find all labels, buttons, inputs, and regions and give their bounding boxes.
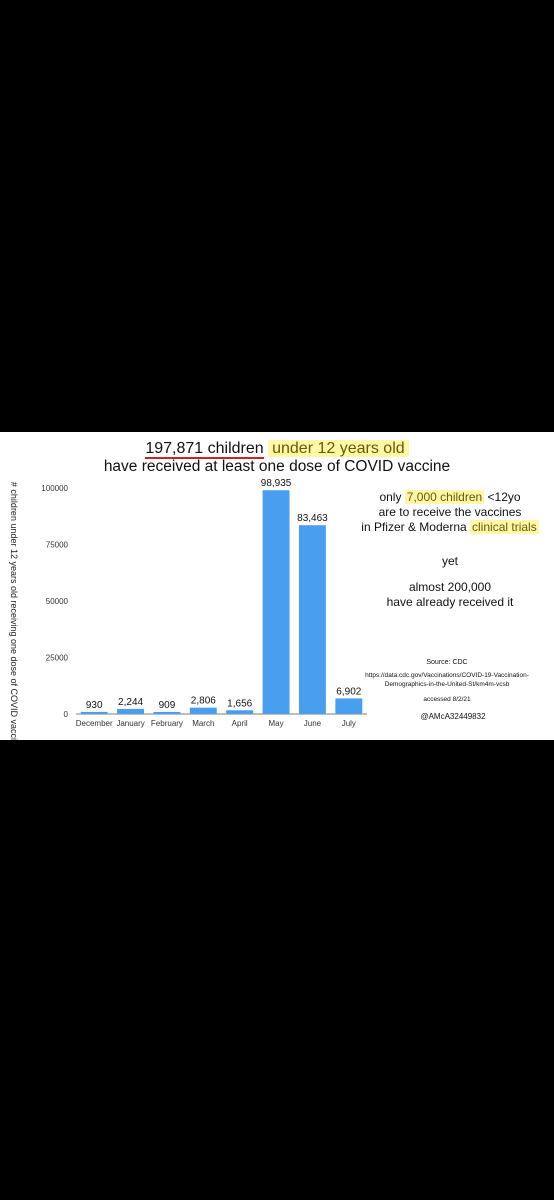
trial-note: only 7,000 children <12yo are to receive… bbox=[352, 490, 548, 535]
note-line2: are to receive the vaccines bbox=[378, 505, 522, 519]
x-tick-label-june: June bbox=[304, 719, 322, 728]
received-line1: almost 200,000 bbox=[408, 580, 492, 594]
y-tick-label: 25000 bbox=[46, 653, 69, 662]
bar-january bbox=[117, 708, 145, 714]
bar-june bbox=[298, 525, 326, 714]
bar-march bbox=[189, 707, 217, 714]
data-label-january: 2,244 bbox=[118, 697, 143, 708]
x-tick-label-may: May bbox=[269, 719, 284, 728]
x-tick-label-december: December bbox=[76, 719, 113, 728]
note-only: only bbox=[379, 490, 402, 504]
received-line2: have already received it bbox=[386, 595, 514, 609]
data-label-march: 2,806 bbox=[191, 696, 216, 707]
y-tick-label: 0 bbox=[64, 710, 69, 719]
bar-chart: 0 25000 50000 75000 100000 930 2,244 909 2,806 1… bbox=[41, 478, 367, 728]
data-label-june: 83,463 bbox=[297, 513, 328, 524]
bar-december bbox=[80, 711, 108, 714]
x-tick-label-april: April bbox=[232, 719, 248, 728]
x-tick-label-january: January bbox=[116, 719, 144, 728]
x-tick-label-march: March bbox=[192, 719, 214, 728]
bar-may bbox=[262, 490, 290, 714]
note-yet: yet bbox=[441, 554, 458, 568]
chart-title-line2: have received at least one dose of COVID… bbox=[103, 458, 451, 475]
data-labels: 930 2,244 909 2,806 1,656 98,935 83,463 6,902 bbox=[86, 478, 362, 711]
accessed-date: accessed 8/2/21 bbox=[423, 696, 471, 703]
note-clinical-trials: clinical trials bbox=[470, 520, 539, 534]
y-tick-label: 75000 bbox=[46, 540, 69, 549]
data-label-february: 909 bbox=[159, 700, 176, 711]
data-label-may: 98,935 bbox=[261, 478, 292, 489]
bar-july bbox=[335, 698, 363, 714]
y-axis-label: # children under 12 years old receiving … bbox=[9, 481, 19, 740]
note-trial-count: 7,000 children bbox=[404, 490, 485, 504]
title-count: 197,871 children bbox=[145, 440, 264, 459]
data-label-july: 6,902 bbox=[336, 686, 361, 697]
bar-april bbox=[226, 710, 254, 714]
x-axis: December January February March April May June… bbox=[76, 719, 356, 728]
x-tick-label-july: July bbox=[342, 719, 356, 728]
x-tick-label-february: February bbox=[151, 719, 183, 728]
data-label-december: 930 bbox=[86, 700, 103, 711]
note-line3: in Pfizer & Moderna bbox=[361, 520, 467, 534]
y-tick-label: 50000 bbox=[46, 597, 69, 606]
chart-title-line1: 197,871 children under 12 years old bbox=[0, 440, 554, 459]
source-label: Source: CDC bbox=[426, 659, 468, 666]
author-handle: @AMcA32449832 bbox=[420, 712, 486, 721]
source-url: https://data.cdc.gov/Vaccinations/COVID-… bbox=[365, 672, 529, 688]
data-label-april: 1,656 bbox=[227, 698, 252, 709]
y-tick-label: 100000 bbox=[41, 484, 68, 493]
title-highlight: under 12 years old bbox=[268, 440, 409, 457]
chart-panel: 197,871 children under 12 years old have… bbox=[0, 432, 554, 740]
received-note: almost 200,000 have already received it bbox=[352, 580, 548, 610]
bar-february bbox=[153, 711, 181, 714]
bars bbox=[80, 490, 363, 714]
note-age: <12yo bbox=[487, 490, 521, 504]
